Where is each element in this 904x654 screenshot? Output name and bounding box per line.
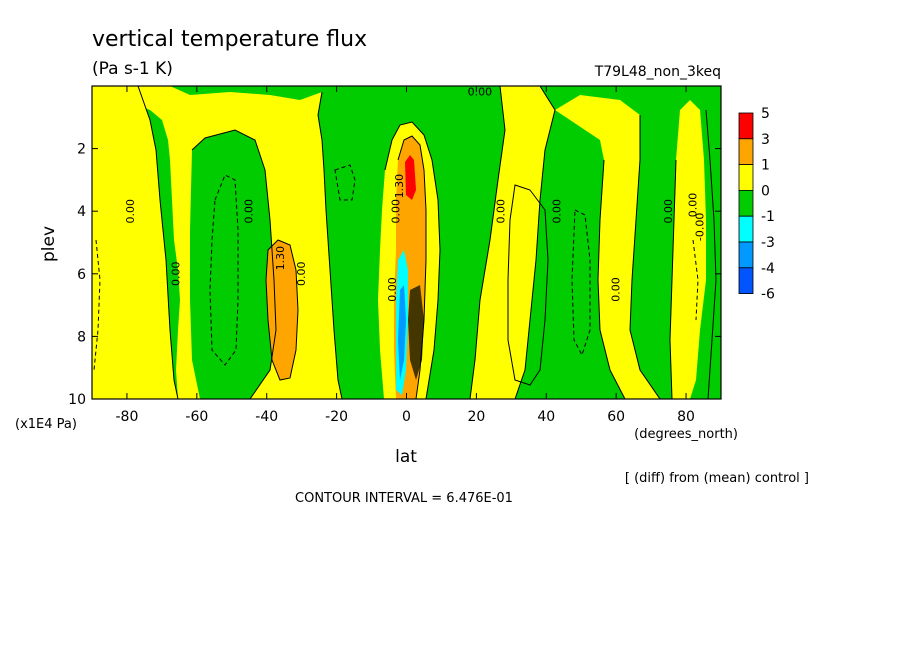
x-tick-label: 60 [607, 409, 625, 425]
x-axis-label: lat [395, 447, 417, 467]
colorbar-label: 0 [761, 183, 770, 199]
contour-label: -0.00 [694, 213, 707, 241]
x-axis: -80 -60 -40 -20 0 20 40 60 80 [116, 86, 695, 425]
colorbar-swatch [738, 267, 754, 294]
colorbar-swatch [738, 189, 754, 217]
contour-label: 0.00 [468, 85, 493, 98]
y-tick-label: 8 [77, 329, 86, 345]
contour-label: 0.00 [494, 199, 507, 224]
x-tick-label: -20 [325, 409, 348, 425]
x-tick-label: 0 [402, 409, 411, 425]
chart-subtitle: (Pa s-1 K) [92, 59, 173, 79]
colorbar-swatch [738, 241, 754, 269]
y-tick-label: 6 [77, 267, 86, 283]
contour-label: 0.00 [169, 262, 182, 287]
contour-label: 0.00 [386, 277, 399, 302]
x-tick-label: -40 [255, 409, 278, 425]
x-axis-units: (degrees_north) [634, 427, 738, 442]
colorbar-label: 3 [761, 132, 770, 148]
colorbar-label: -1 [761, 209, 775, 225]
colorbar-label: 5 [761, 106, 770, 122]
contour-label: 1.30 [274, 246, 287, 271]
y-axis: 2 4 6 8 10 [68, 142, 721, 408]
colorbar-label: -6 [761, 287, 775, 303]
contour-field [92, 86, 721, 399]
y-axis-units: (x1E4 Pa) [15, 417, 77, 432]
x-tick-label: 20 [467, 409, 485, 425]
contour-label: 0.00 [610, 277, 623, 302]
y-tick-label: 10 [68, 392, 86, 408]
contour-interval: CONTOUR INTERVAL = 6.476E-01 [295, 491, 513, 506]
colorbar-swatch [738, 138, 754, 166]
y-tick-label: 2 [77, 142, 86, 158]
colorbar-label: -4 [761, 261, 775, 277]
contour-label: 0.00 [550, 199, 563, 224]
chart-title: vertical temperature flux [92, 27, 367, 52]
colorbar-label: 1 [761, 158, 770, 174]
run-label: T79L48_non_3keq [594, 64, 721, 80]
y-tick-label: 4 [77, 204, 86, 220]
colorbar-swatch [738, 164, 754, 191]
colorbar: 5 3 1 0 -1 -3 -4 -6 [738, 106, 775, 303]
x-tick-label: -60 [185, 409, 208, 425]
diff-note: [ (diff) from (mean) control ] [625, 471, 809, 486]
contour-label: 0.00 [390, 199, 403, 224]
contour-label: 0.00 [243, 199, 256, 224]
colorbar-swatch [738, 215, 754, 243]
contour-label: 0.00 [662, 199, 675, 224]
contour-label: 1.30 [393, 174, 406, 199]
colorbar-swatch [738, 112, 754, 140]
x-tick-label: -80 [116, 409, 139, 425]
contour-label: 0.00 [124, 199, 137, 224]
contour-labels: 0.000.000.001.300.001.300.000.000.00 0.00… [124, 85, 707, 301]
y-axis-label: plev [39, 226, 59, 262]
contour-label: 0.00 [295, 262, 308, 287]
x-tick-label: 80 [677, 409, 695, 425]
colorbar-label: -3 [761, 235, 775, 251]
contour-label: 0.00 [687, 193, 700, 218]
x-tick-label: 40 [537, 409, 555, 425]
